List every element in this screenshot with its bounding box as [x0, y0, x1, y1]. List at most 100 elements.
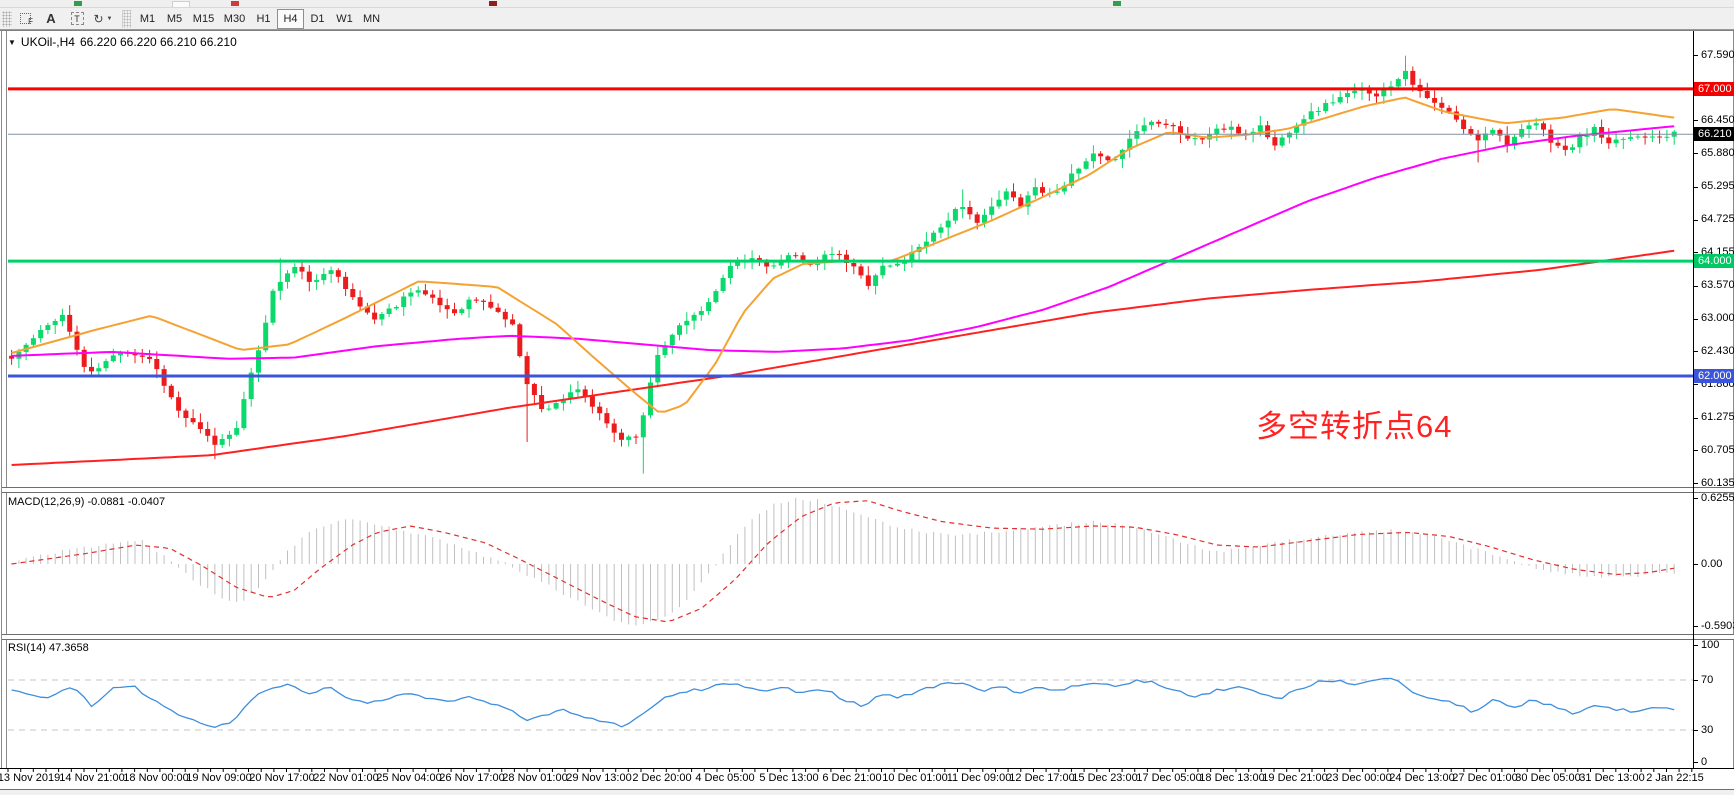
panel-resize-separator-rsi[interactable] [2, 634, 1734, 640]
price-badge: 66.210 [1694, 127, 1734, 141]
window-bottom-border [0, 789, 1734, 795]
time-axis-label: 12 Dec 17:00 [1009, 772, 1075, 784]
timeframe-h4[interactable]: H4 [277, 8, 304, 29]
price-tick-label: 60.705 [1701, 444, 1734, 456]
macd-tick-label: 0.6255 [1701, 492, 1734, 504]
time-axis-label: 22 Nov 01:00 [313, 772, 379, 784]
price-tick-mark [1694, 220, 1698, 221]
price-tick-label: 66.450 [1701, 114, 1734, 126]
timeframe-w1[interactable]: W1 [331, 9, 358, 29]
price-tick-label: 60.135 [1701, 477, 1734, 489]
price-tick-mark [1694, 120, 1698, 121]
rsi-indicator-canvas[interactable] [8, 639, 1693, 768]
time-axis-label: 13 Nov 2019 [0, 772, 61, 784]
price-axis-line [1693, 31, 1694, 768]
window-left-border [1, 31, 7, 789]
symbol-period-label: UKOil-,H4 [20, 35, 75, 49]
price-tick-mark [1694, 252, 1698, 253]
time-axis-label: 30 Dec 05:00 [1515, 772, 1581, 784]
time-axis-label: 10 Dec 01:00 [882, 772, 948, 784]
chart-text-annotation: 多空转折点64 [1256, 409, 1453, 444]
price-tick-mark [1694, 351, 1698, 352]
macd-tick-mark [1694, 498, 1698, 499]
macd-tick-label: -0.5903 [1701, 620, 1734, 632]
time-axis-label: 20 Nov 17:00 [249, 772, 315, 784]
time-axis-label: 29 Nov 13:00 [566, 772, 632, 784]
time-axis-label: 5 Dec 13:00 [759, 772, 819, 784]
timeframe-mn[interactable]: MN [358, 9, 385, 29]
rsi-tick-mark [1694, 680, 1698, 681]
clipped-icon [1113, 1, 1121, 6]
time-axis-label: 31 Dec 13:00 [1579, 772, 1645, 784]
price-badge: 64.000 [1694, 254, 1734, 268]
macd-label: MACD(12,26,9) -0.0881 -0.0407 [8, 496, 166, 508]
panel-resize-separator-macd[interactable] [2, 487, 1734, 493]
clipped-icon [489, 1, 497, 6]
price-tick-mark [1694, 384, 1698, 385]
font-a-icon[interactable]: A [39, 9, 63, 29]
timeframe-d1[interactable]: D1 [304, 9, 331, 29]
rsi-tick-label: 0 [1701, 756, 1708, 768]
time-axis-label: 18 Dec 13:00 [1199, 772, 1265, 784]
price-tick-label: 64.725 [1701, 213, 1734, 225]
price-tick-label: 67.590 [1701, 49, 1734, 61]
ohlc-quotes-label: 66.220 66.220 66.210 66.210 [79, 35, 237, 49]
timeframe-m1[interactable]: M1 [134, 9, 161, 29]
price-badge: 62.000 [1694, 369, 1734, 383]
time-axis-label: 17 Dec 05:00 [1136, 772, 1202, 784]
time-axis-label: 26 Nov 17:00 [439, 772, 505, 784]
price-tick-mark [1694, 187, 1698, 188]
price-badge: 67.000 [1694, 82, 1734, 96]
price-tick-mark [1694, 450, 1698, 451]
price-tick-mark [1694, 418, 1698, 419]
macd-tick-label: 0.00 [1701, 558, 1723, 570]
time-axis-label: 27 Dec 01:00 [1452, 772, 1518, 784]
toolbar-separator [122, 9, 131, 28]
price-tick-label: 62.430 [1701, 345, 1734, 357]
timeframe-m15[interactable]: M15 [188, 9, 219, 29]
chart-title: ▼ UKOil-,H4 66.220 66.220 66.210 66.210 [8, 35, 237, 49]
clipped-toolbar-row [0, 0, 1734, 8]
rsi-tick-label: 70 [1701, 674, 1714, 686]
rsi-label: RSI(14) 47.3658 [8, 642, 89, 654]
chart-window: ▼ UKOil-,H4 66.220 66.220 66.210 66.210 … [0, 30, 1734, 795]
price-tick-label: 63.570 [1701, 279, 1734, 291]
price-tick-label: 65.880 [1701, 147, 1734, 159]
rsi-tick-label: 100 [1701, 639, 1720, 651]
cycle-glyph: ↻ [93, 11, 104, 26]
price-tick-label: 61.275 [1701, 411, 1734, 423]
price-tick-mark [1694, 483, 1698, 484]
chevron-down-icon: ▼ [106, 15, 113, 22]
price-tick-mark [1694, 55, 1698, 56]
rsi-tick-mark [1694, 730, 1698, 731]
price-tick-label: 63.000 [1701, 312, 1734, 324]
collapse-triangle-icon[interactable]: ▼ [8, 37, 16, 47]
clipped-icon [74, 1, 82, 6]
timeframe-m30[interactable]: M30 [219, 9, 250, 29]
time-axis-label: 28 Nov 01:00 [502, 772, 568, 784]
text-box-icon[interactable]: T [65, 9, 89, 29]
time-axis-label: 18 Nov 00:00 [123, 772, 189, 784]
clipped-button [172, 1, 190, 7]
rsi-tick-mark [1694, 762, 1698, 763]
time-axis-label: 25 Nov 04:00 [376, 772, 442, 784]
toolbar-drag-handle[interactable] [2, 10, 12, 27]
cycle-arrows-icon[interactable]: ↻ ▼ [91, 9, 115, 29]
chart-toolbar: F A T ↻ ▼ M1 M5 M15 M30 H1 H4 D1 W1 MN [0, 8, 1734, 30]
price-tick-label: 65.295 [1701, 180, 1734, 192]
macd-tick-mark [1694, 626, 1698, 627]
time-axis-label: 19 Nov 09:00 [186, 772, 252, 784]
price-tick-mark [1694, 319, 1698, 320]
time-axis-label: 24 Dec 13:00 [1389, 772, 1455, 784]
main-chart-canvas[interactable] [8, 31, 1693, 487]
time-axis-label: 14 Nov 21:00 [59, 772, 125, 784]
timeframe-h1[interactable]: H1 [250, 9, 277, 29]
grid-f-label: F [28, 16, 33, 26]
time-axis[interactable]: 13 Nov 2019 14 Nov 21:00 18 Nov 00:00 19 No… [0, 768, 1734, 789]
dotted-grid-f-icon[interactable]: F [13, 9, 37, 29]
letter-t-label: T [70, 12, 84, 25]
timeframe-m5[interactable]: M5 [161, 9, 188, 29]
clipped-icon [231, 1, 239, 6]
macd-indicator-canvas[interactable] [8, 493, 1693, 634]
